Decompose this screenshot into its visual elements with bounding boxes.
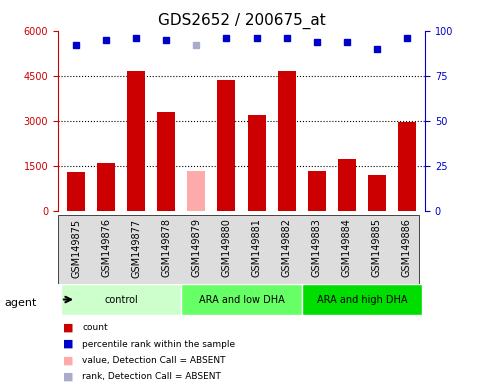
- Title: GDS2652 / 200675_at: GDS2652 / 200675_at: [157, 13, 326, 29]
- Bar: [97, 163, 115, 211]
- FancyBboxPatch shape: [181, 284, 302, 315]
- Text: ■: ■: [63, 339, 73, 349]
- Text: value, Detection Call = ABSENT: value, Detection Call = ABSENT: [82, 356, 226, 365]
- Text: percentile rank within the sample: percentile rank within the sample: [82, 339, 235, 349]
- Text: GSM149877: GSM149877: [131, 218, 141, 278]
- Text: GSM149885: GSM149885: [372, 218, 382, 278]
- Text: GSM149882: GSM149882: [282, 218, 292, 278]
- Text: ARA and low DHA: ARA and low DHA: [199, 295, 284, 305]
- FancyBboxPatch shape: [61, 284, 181, 315]
- Bar: [398, 122, 416, 211]
- Text: GSM149886: GSM149886: [402, 218, 412, 277]
- Text: ■: ■: [63, 355, 73, 365]
- Bar: [278, 71, 296, 211]
- Text: count: count: [82, 323, 108, 333]
- Bar: [67, 172, 85, 211]
- Text: GSM149875: GSM149875: [71, 218, 81, 278]
- Text: ■: ■: [63, 323, 73, 333]
- Bar: [127, 71, 145, 211]
- Text: GSM149879: GSM149879: [191, 218, 201, 278]
- Text: GSM149884: GSM149884: [342, 218, 352, 277]
- Bar: [247, 115, 266, 211]
- Bar: [187, 170, 205, 211]
- Text: ARA and high DHA: ARA and high DHA: [316, 295, 407, 305]
- Bar: [368, 175, 386, 211]
- Text: ■: ■: [63, 371, 73, 381]
- Bar: [157, 112, 175, 211]
- Bar: [308, 170, 326, 211]
- FancyBboxPatch shape: [58, 215, 419, 284]
- Text: control: control: [104, 295, 138, 305]
- Bar: [217, 80, 236, 211]
- Text: GSM149878: GSM149878: [161, 218, 171, 278]
- FancyBboxPatch shape: [302, 284, 422, 315]
- Bar: [338, 159, 356, 211]
- Text: agent: agent: [5, 298, 37, 308]
- Text: GSM149883: GSM149883: [312, 218, 322, 277]
- Text: GSM149881: GSM149881: [252, 218, 261, 277]
- Text: GSM149880: GSM149880: [222, 218, 231, 277]
- Text: rank, Detection Call = ABSENT: rank, Detection Call = ABSENT: [82, 372, 221, 381]
- Text: GSM149876: GSM149876: [101, 218, 111, 278]
